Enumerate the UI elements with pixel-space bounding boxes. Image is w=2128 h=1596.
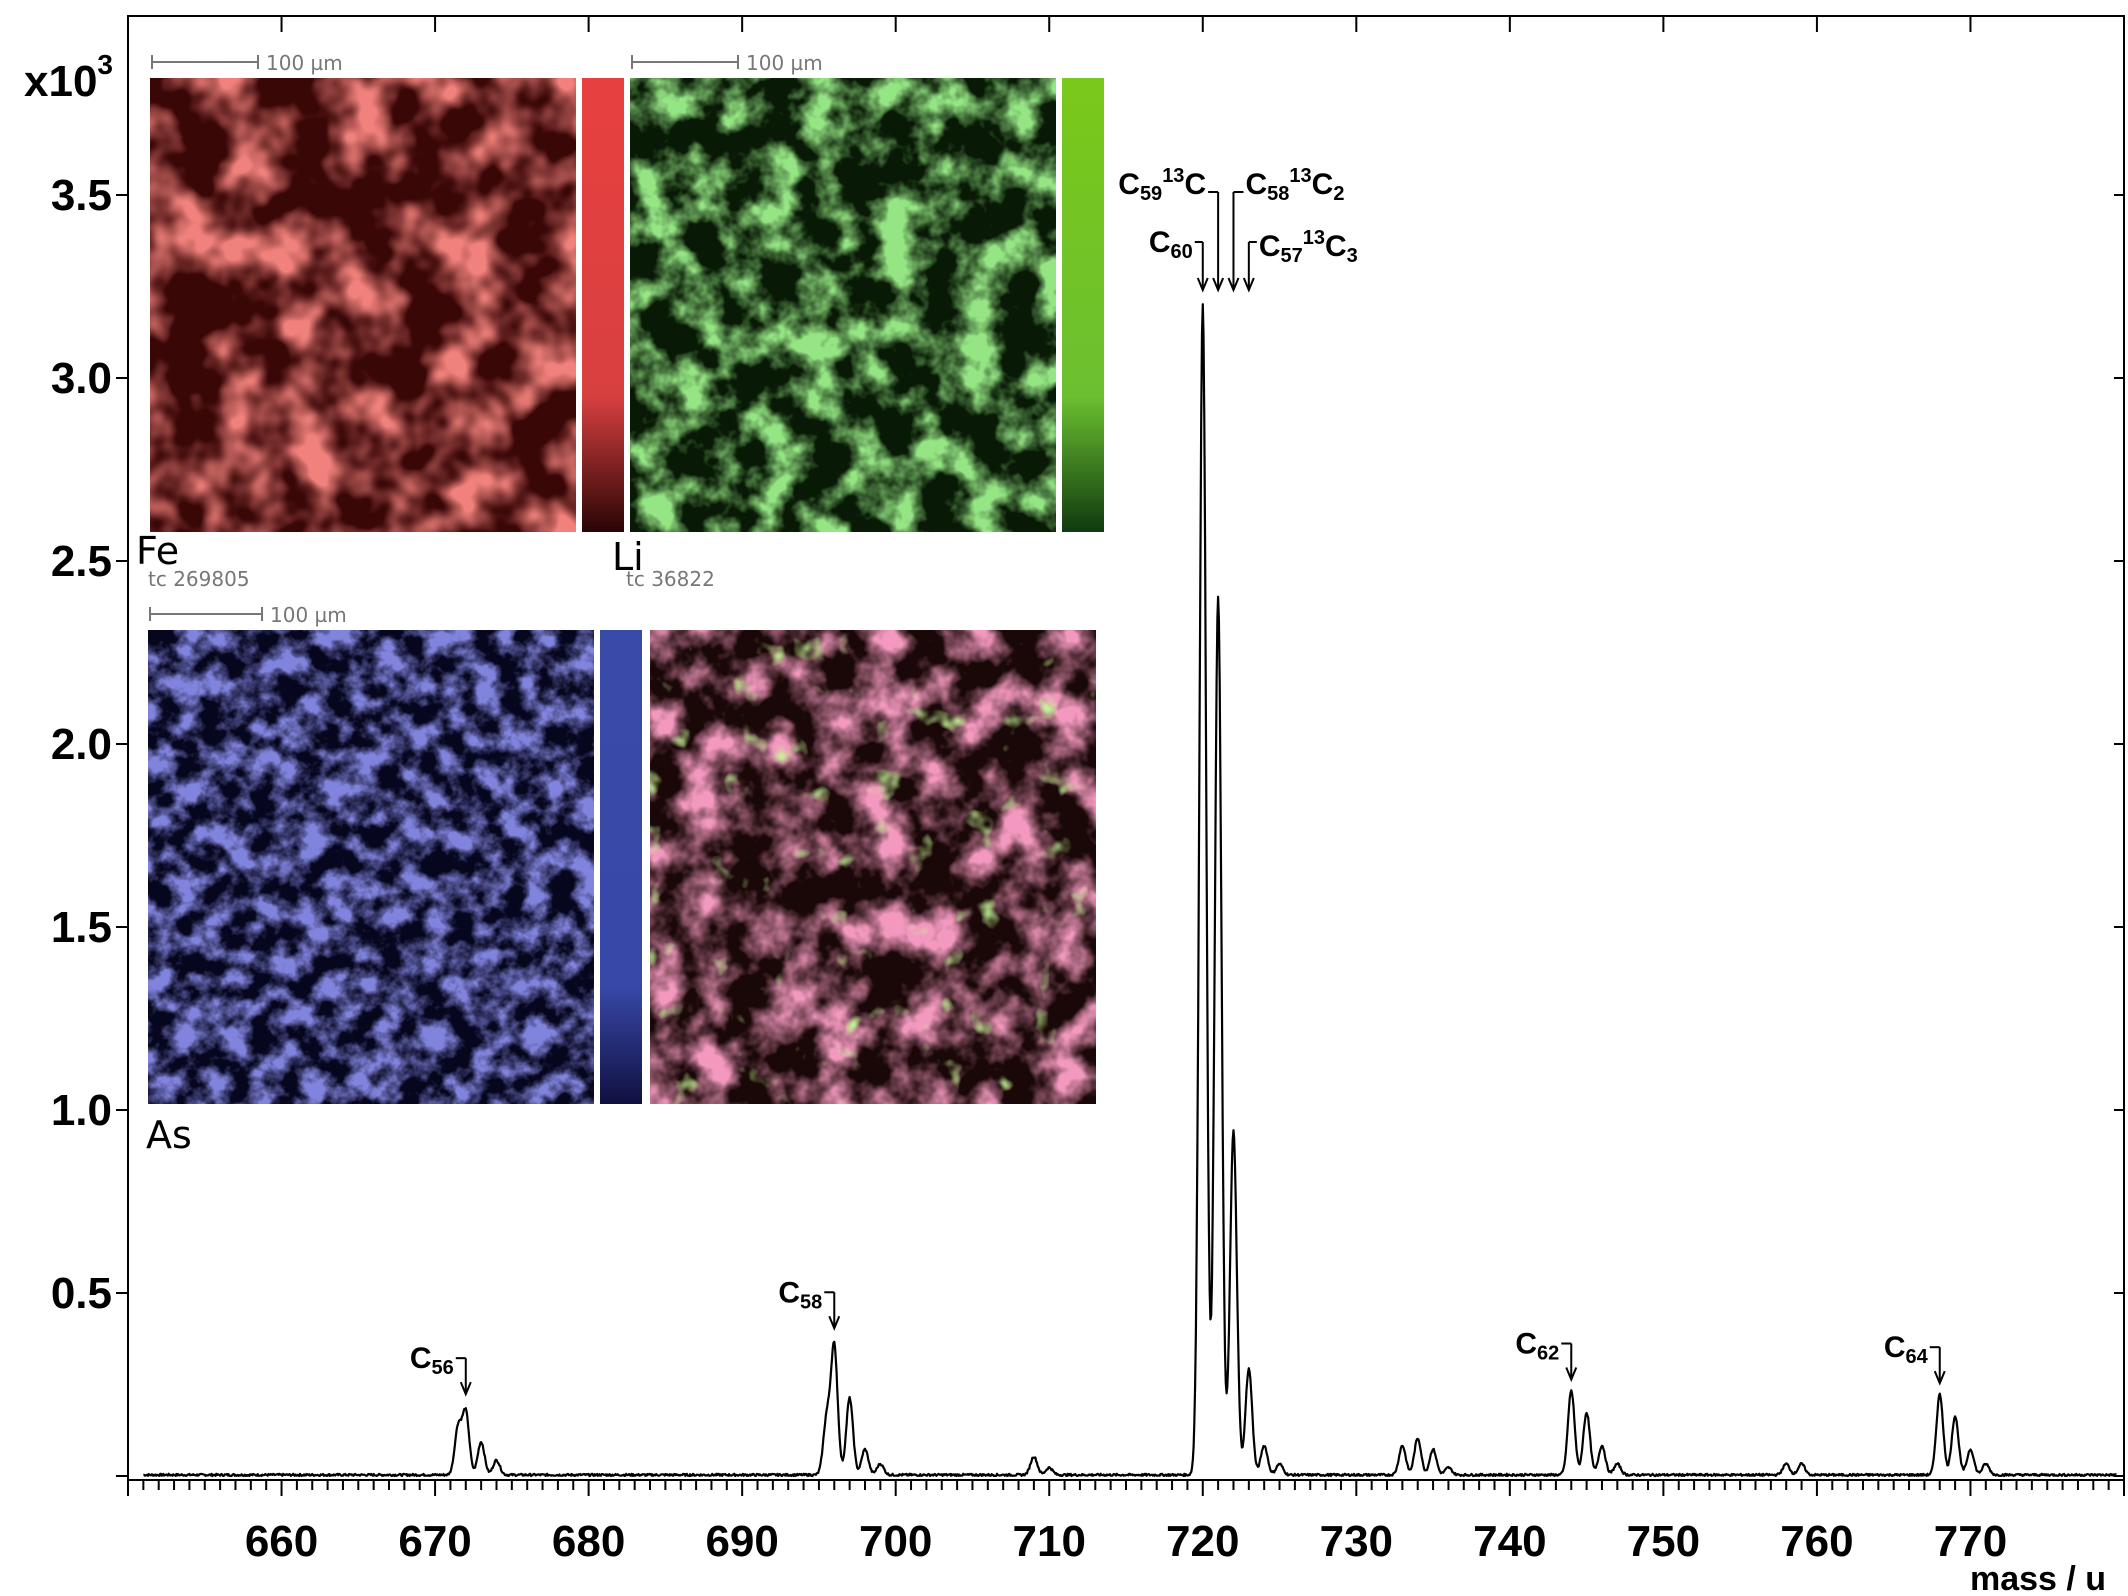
x-tick-label: 770: [1934, 1517, 2007, 1566]
cluster-label: C60: [1149, 226, 1193, 263]
x-tick-label: 740: [1473, 1517, 1546, 1566]
y-tick-label: 0.5: [51, 1269, 112, 1318]
axis-tick-labels: 660 670 680 690 700 710 720 730 740 750 760 770 0.5 1…: [51, 171, 2007, 1566]
y-tick-label: 1.0: [51, 1086, 112, 1135]
x-tick-label: 680: [552, 1517, 625, 1566]
x-tick-label: 660: [245, 1517, 318, 1566]
peak-label: C62: [1515, 1328, 1559, 1365]
fe-scale-label: 100 µm: [266, 51, 343, 75]
li-element-label: Li: [612, 535, 644, 579]
peak-label: C64: [1884, 1331, 1929, 1368]
cluster-label: C5913C: [1118, 165, 1206, 205]
axis-ticks: [116, 16, 2125, 1496]
x-tick-label: 730: [1320, 1517, 1393, 1566]
inset-panel-overlay: tc 36822: [626, 567, 1096, 1104]
y-tick-label: 3.0: [51, 354, 112, 403]
overlay-tc-label: tc 36822: [626, 567, 715, 591]
x-axis-label: mass / u: [1970, 1560, 2106, 1596]
as-element-label: As: [146, 1113, 192, 1157]
peak-label: C58: [778, 1276, 822, 1313]
spectrum-line: [143, 303, 2117, 1478]
li-scale-label: 100 µm: [746, 51, 823, 75]
li-colorbar: [1062, 78, 1104, 532]
y-tick-label: 3.5: [51, 171, 112, 220]
as-scale-label: 100 µm: [270, 603, 347, 627]
y-tick-label: 2.0: [51, 720, 112, 769]
inset-panel-fe: 100 µm Fe: [136, 51, 624, 573]
x-tick-label: 710: [1013, 1517, 1086, 1566]
inset-panel-as: tc 269805 100 µm As: [146, 567, 642, 1157]
peak-annotations: C56 C58 C62 C64 C60 C5913C C5813C2 C5713C3: [410, 165, 1946, 1397]
x-tick-label: 750: [1627, 1517, 1700, 1566]
y-tick-label: 2.5: [51, 537, 112, 586]
fe-element-label: Fe: [136, 529, 179, 573]
inset-panel-li: 100 µm Li: [612, 51, 1104, 579]
x-tick-label: 720: [1166, 1517, 1239, 1566]
peak-label: C56: [410, 1342, 454, 1379]
as-tc-label: tc 269805: [148, 567, 250, 591]
y-tick-label: 1.5: [51, 903, 112, 952]
x-tick-label: 690: [705, 1517, 778, 1566]
x-tick-label: 670: [398, 1517, 471, 1566]
cluster-label: C5713C3: [1259, 227, 1358, 267]
cluster-label: C5813C2: [1245, 165, 1344, 205]
x-tick-label: 760: [1780, 1517, 1853, 1566]
y-multiplier-label: x103: [24, 49, 113, 106]
fe-colorbar: [582, 78, 624, 532]
x-tick-label: 700: [859, 1517, 932, 1566]
as-colorbar: [600, 630, 642, 1104]
